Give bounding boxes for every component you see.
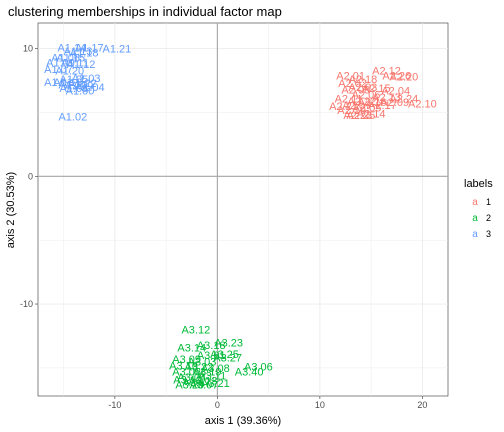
point-label-cluster-1: A2.12: [372, 65, 401, 77]
legend-key-3: a: [472, 229, 478, 240]
point-label-cluster-1: A2.25: [347, 110, 376, 122]
point-label-cluster-2: A3.22: [185, 362, 214, 374]
point-label-cluster-1: A2.19: [337, 105, 366, 117]
point-label-cluster-3: A1.19: [65, 81, 94, 93]
point-label-cluster-3: A1.16: [53, 77, 82, 89]
point-label-cluster-1: A2.16: [358, 97, 387, 109]
point-label-cluster-1: A2.04: [381, 86, 410, 98]
point-label-cluster-2: A3.23: [214, 337, 243, 349]
point-label-cluster-1: A2.17: [368, 100, 397, 112]
point-label-cluster-1: A2.07: [342, 100, 371, 112]
point-label-cluster-3: A1.06: [51, 52, 80, 64]
point-label-cluster-1: A2.03: [349, 82, 378, 94]
point-label-cluster-2: A3.12: [181, 325, 210, 337]
point-label-cluster-2: A3.18: [197, 340, 226, 352]
point-label-cluster-1: A2.11: [335, 93, 363, 105]
x-tick-label: 20: [417, 400, 427, 410]
point-label-cluster-1: A2.22: [348, 96, 377, 108]
point-label-cluster-1: A2.24: [390, 93, 419, 105]
point-label-cluster-1: A2.08: [341, 84, 370, 96]
point-label-cluster-1: A2.20: [390, 72, 419, 84]
point-label-cluster-1: A2.01: [336, 70, 365, 82]
point-label-cluster-2: A3.10: [173, 374, 202, 386]
point-label-cluster-2: A3.19: [193, 367, 222, 379]
point-label-cluster-3: A1.04: [76, 82, 105, 94]
point-label-cluster-2: A3.03: [188, 357, 217, 369]
point-label-cluster-2: A3.27: [213, 353, 242, 365]
point-label-cluster-1: A2.18: [349, 74, 378, 86]
point-label-cluster-1: A2.06: [352, 90, 381, 102]
y-tick-label: 10: [23, 44, 33, 54]
legend-label-1: 1: [486, 197, 491, 207]
point-label-cluster-3: A1.21: [103, 44, 132, 56]
legend-label-2: 2: [486, 213, 491, 223]
point-label-cluster-2: A3.11: [198, 371, 226, 383]
legend-label-3: 3: [486, 229, 491, 239]
legend-key-2: a: [472, 213, 478, 224]
x-axis-title: axis 1 (39.36%): [205, 415, 281, 427]
point-label-cluster-3: A1.00: [66, 86, 95, 98]
x-tick-label: 10: [315, 400, 325, 410]
y-tick-label: -10: [20, 299, 33, 309]
point-label-cluster-3: A1.18: [70, 47, 99, 59]
point-label-cluster-2: A3.25: [210, 349, 239, 361]
chart-title: clustering memberships in individual fac…: [8, 4, 282, 19]
point-label-cluster-1: A2.23: [343, 110, 372, 122]
point-label-cluster-3: A1.08: [60, 83, 89, 95]
point-label-cluster-3: A1.13: [64, 46, 93, 58]
point-label-cluster-3: A1.01: [44, 77, 73, 89]
point-label-cluster-1: A2.21: [329, 101, 358, 113]
point-label-cluster-3: A1.17: [75, 42, 104, 54]
point-label-cluster-2: A3.09: [172, 354, 201, 366]
axis-ticks: -10 0 10 20 -10 0 10: [20, 44, 427, 410]
point-label-cluster-3: A1.10: [58, 79, 87, 91]
x-tick-label: -10: [108, 400, 121, 410]
point-label-cluster-1: A2.26: [382, 70, 411, 82]
y-axis-title: axis 2 (30.53%): [5, 172, 17, 248]
reference-lines: [38, 23, 448, 396]
point-label-cluster-3: A1.12: [67, 59, 96, 71]
point-label-cluster-3: A1.15: [56, 52, 85, 64]
point-label-cluster-2: A3.13: [189, 376, 218, 388]
point-label-cluster-2: A3.06: [244, 362, 273, 374]
legend-key-1: a: [472, 197, 478, 208]
point-label-cluster-2: A3.20: [175, 380, 204, 392]
point-label-cluster-1: A2.14: [357, 109, 386, 121]
legend: labels a 1a 2a 3: [464, 178, 493, 240]
grid-lines: [38, 23, 448, 396]
point-label-cluster-1: A2.05: [353, 102, 382, 114]
point-label-cluster-2: A3.07: [190, 380, 219, 392]
point-label-cluster-3: A1.22: [68, 78, 97, 90]
point-label-cluster-1: A2.15: [362, 83, 391, 95]
point-label-cluster-2: A3.14: [177, 342, 206, 354]
point-label-cluster-1: A2.13: [372, 92, 401, 104]
point-label-cluster-3: A1.20: [55, 65, 84, 77]
point-label-cluster-2: A3.21: [201, 378, 230, 390]
point-label-cluster-2: A3.05: [172, 367, 201, 379]
plot-panel: [37, 22, 449, 397]
point-label-cluster-1: A2.09: [380, 97, 409, 109]
point-label-cluster-2: A3.01: [197, 350, 226, 362]
point-label-cluster-1: A2.10: [408, 98, 437, 110]
point-label-cluster-2: A3.40: [235, 367, 264, 379]
point-label-cluster-3: A1.11: [61, 58, 89, 70]
point-label-cluster-3: A1.02: [58, 111, 87, 123]
point-label-cluster-2: A3.08: [201, 363, 230, 375]
point-label-cluster-2: A3.16: [169, 360, 198, 372]
point-label-cluster-3: A1.03: [72, 73, 101, 85]
x-tick-label: 0: [215, 400, 220, 410]
point-label-cluster-3: A1.09: [46, 58, 75, 70]
y-tick-label: 0: [28, 171, 33, 181]
point-label-cluster-2: A3.17: [183, 377, 212, 389]
point-label-cluster-3: A1.14: [57, 42, 86, 54]
point-label-cluster-3: A1.07: [44, 64, 73, 76]
point-label-cluster-2: A3.04: [177, 372, 206, 384]
point-label-cluster-1: A2.02: [338, 78, 367, 90]
legend-title: labels: [464, 178, 493, 190]
point-label-cluster-3: A1.05: [60, 74, 89, 86]
